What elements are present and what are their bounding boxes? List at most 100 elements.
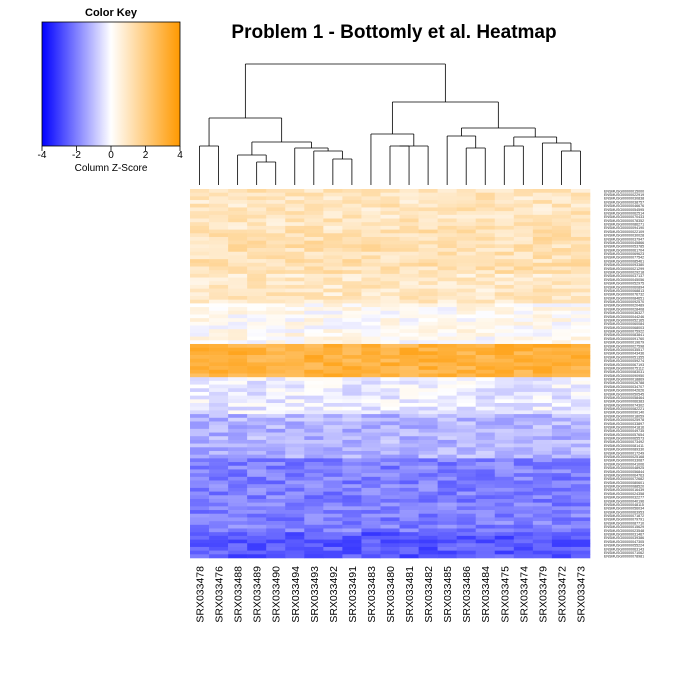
- heatmap-cell: [532, 517, 553, 522]
- heatmap-cell: [570, 259, 591, 264]
- heatmap-cell: [323, 532, 343, 537]
- heatmap-cell: [285, 288, 305, 293]
- heatmap-cell: [247, 303, 267, 308]
- heatmap-cell: [418, 554, 438, 559]
- heatmap-cell: [285, 450, 305, 455]
- heatmap-cell: [285, 321, 305, 326]
- heatmap-cell: [380, 439, 400, 444]
- heatmap-cell: [323, 288, 343, 293]
- heatmap-cell: [190, 284, 210, 289]
- heatmap-cell: [209, 248, 229, 253]
- heatmap-cell: [494, 203, 515, 208]
- heatmap-cell: [304, 318, 324, 323]
- heatmap-cell: [304, 229, 324, 234]
- row-label: ENSMUSG00000078352: [604, 219, 644, 223]
- heatmap-cell: [304, 340, 324, 345]
- heatmap-cell: [418, 225, 438, 230]
- heatmap-cell: [323, 502, 343, 507]
- heatmap-cell: [551, 473, 572, 478]
- heatmap-cell: [266, 251, 286, 256]
- heatmap-cell: [190, 259, 210, 264]
- heatmap-cell: [266, 388, 286, 393]
- heatmap-cell: [551, 362, 572, 367]
- heatmap-cell: [399, 292, 419, 297]
- heatmap-cell: [399, 222, 419, 227]
- heatmap-cell: [437, 196, 457, 201]
- heatmap-cell: [475, 414, 496, 419]
- heatmap-cell: [437, 296, 457, 300]
- heatmap-cell: [513, 403, 534, 408]
- heatmap-cell: [475, 336, 496, 341]
- heatmap-cell: [475, 343, 496, 348]
- heatmap-cell: [323, 447, 343, 452]
- heatmap-cell: [570, 366, 591, 371]
- heatmap-cell: [494, 495, 515, 500]
- heatmap-cell: [228, 318, 248, 323]
- row-label: ENSMUSG00000082221: [604, 407, 644, 411]
- row-label: ENSMUSG00000069623: [604, 252, 644, 256]
- heatmap-cell: [513, 262, 534, 267]
- heatmap-cell: [494, 196, 515, 201]
- heatmap-cell: [361, 296, 381, 300]
- heatmap-cell: [456, 318, 477, 323]
- heatmap-cell: [304, 550, 324, 555]
- heatmap-cell: [532, 484, 553, 489]
- heatmap-cell: [247, 332, 267, 337]
- heatmap-cell: [342, 192, 362, 197]
- heatmap-cell: [399, 203, 419, 208]
- heatmap-cell: [532, 318, 553, 323]
- heatmap-cell: [513, 524, 534, 529]
- heatmap-cell: [551, 207, 572, 212]
- heatmap-cell: [418, 473, 438, 478]
- heatmap-cell: [494, 517, 515, 522]
- heatmap-cell: [437, 343, 457, 348]
- heatmap-cell: [399, 469, 419, 474]
- heatmap-cell: [551, 225, 572, 230]
- heatmap-cell: [494, 384, 515, 389]
- heatmap-cell: [266, 487, 286, 492]
- heatmap-cell: [304, 524, 324, 529]
- heatmap-cell: [247, 196, 267, 201]
- heatmap-cell: [456, 546, 477, 551]
- heatmap-cell: [456, 266, 477, 271]
- heatmap-cell: [532, 225, 553, 230]
- heatmap-cell: [304, 543, 324, 548]
- heatmap-cell: [361, 528, 381, 533]
- heatmap-cell: [380, 403, 400, 408]
- heatmap-cell: [437, 414, 457, 419]
- heatmap-cell: [380, 325, 400, 330]
- heatmap-cell: [399, 218, 419, 223]
- heatmap-cell: [285, 543, 305, 548]
- heatmap-cell: [551, 277, 572, 282]
- heatmap-cell: [570, 321, 591, 326]
- heatmap-cell: [475, 310, 496, 315]
- heatmap-cell: [532, 369, 553, 374]
- row-label: ENSMUSG00000035517: [604, 348, 644, 352]
- heatmap-cell: [570, 200, 591, 205]
- heatmap-cell: [228, 450, 248, 455]
- heatmap-cell: [532, 259, 553, 264]
- heatmap-cell: [418, 351, 438, 356]
- row-label: ENSMUSG00000041006: [604, 462, 644, 466]
- heatmap-cell: [570, 528, 591, 533]
- heatmap-cell: [304, 428, 324, 433]
- heatmap-cell: [513, 510, 534, 515]
- heatmap-cell: [475, 373, 496, 378]
- heatmap-cell: [551, 343, 572, 348]
- heatmap-cell: [380, 366, 400, 371]
- heatmap-cell: [323, 336, 343, 341]
- heatmap-cell: [456, 355, 477, 360]
- heatmap-cell: [513, 244, 534, 249]
- heatmap-cell: [304, 266, 324, 271]
- heatmap-cell: [228, 303, 248, 308]
- heatmap-cell: [475, 255, 496, 260]
- heatmap-cell: [361, 373, 381, 378]
- heatmap-cell: [437, 218, 457, 223]
- heatmap-cell: [437, 222, 457, 227]
- heatmap-cell: [418, 380, 438, 385]
- heatmap-cell: [209, 425, 229, 430]
- heatmap-cell: [304, 211, 324, 216]
- heatmap-cell: [494, 532, 515, 537]
- heatmap-cell: [475, 410, 496, 415]
- heatmap-cell: [342, 436, 362, 441]
